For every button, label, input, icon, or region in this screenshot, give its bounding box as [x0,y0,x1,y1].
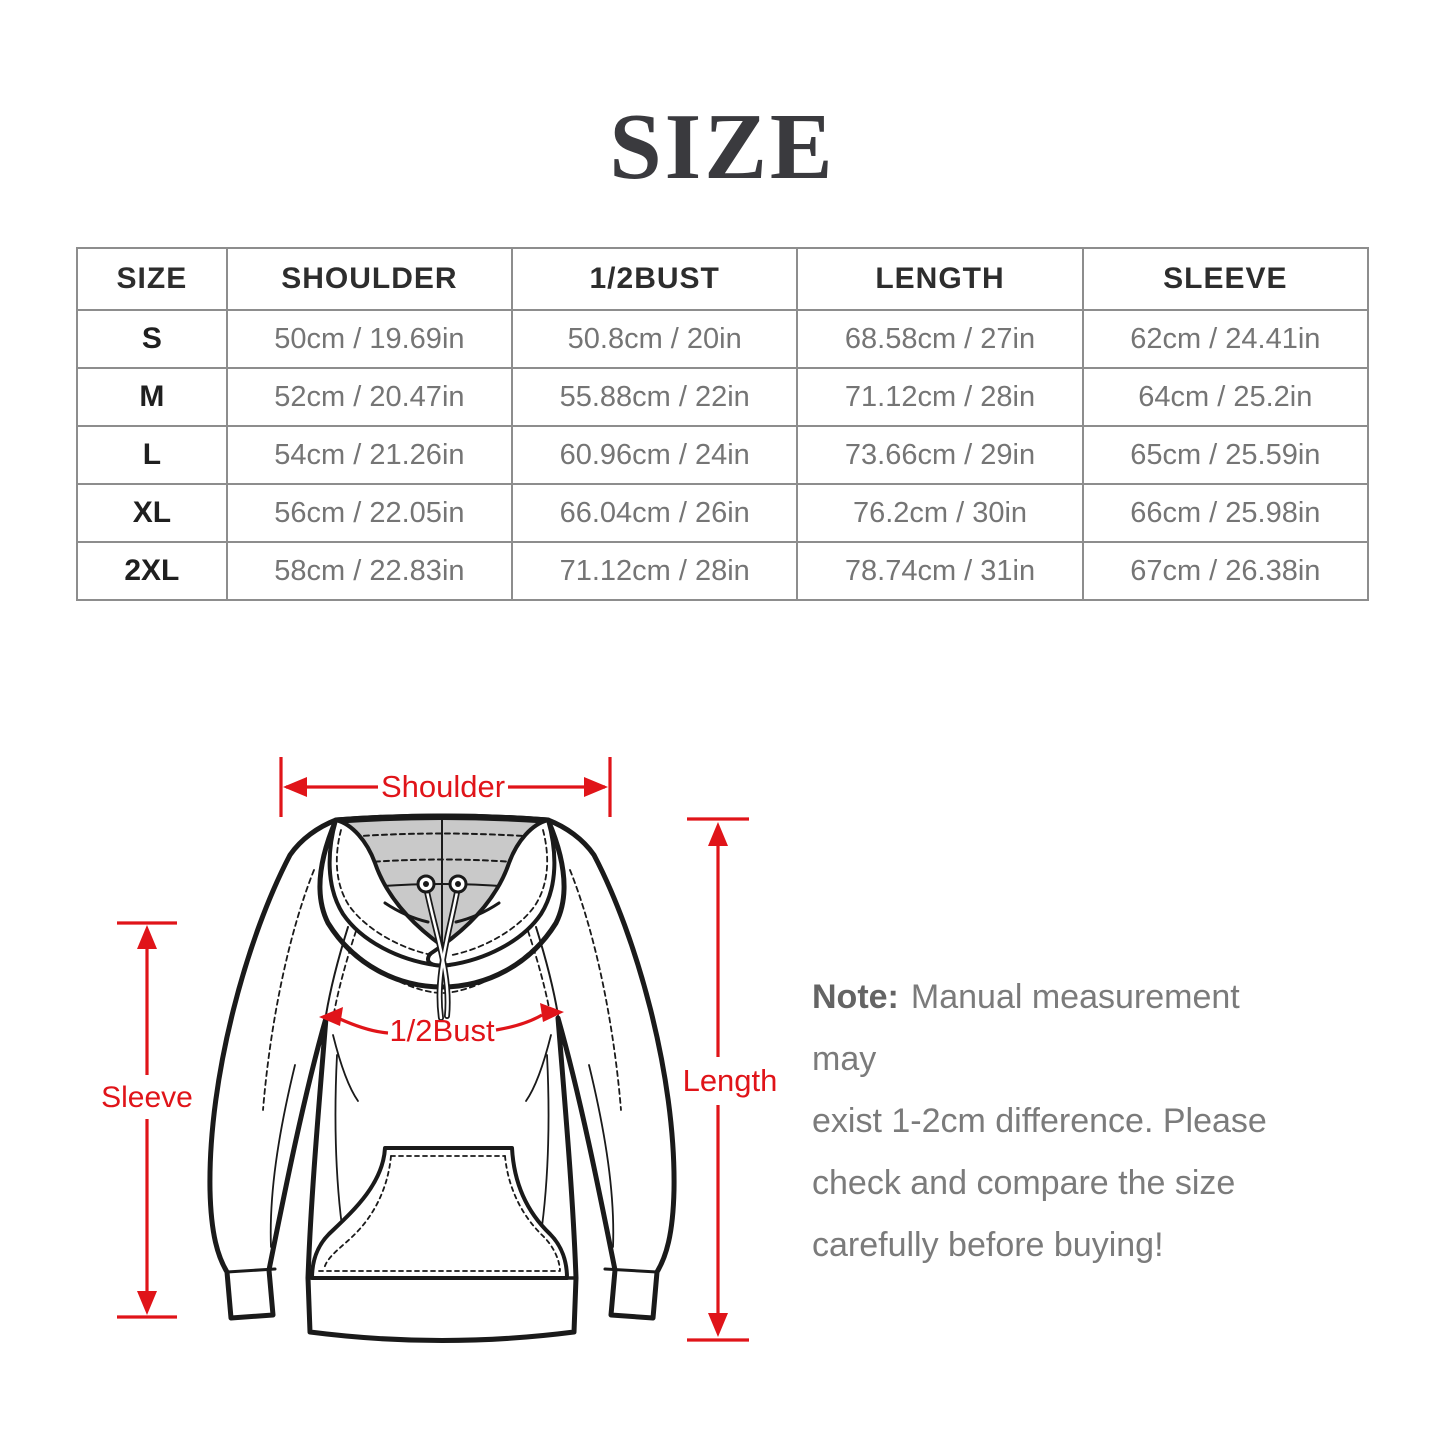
cell-size: S [76,309,228,369]
page-title: SIZE [609,95,836,199]
hood-seam-dashed-2 [356,858,528,864]
shoulder-label: Shoulder [381,769,505,804]
half-bust-label: 1/2Bust [389,1013,495,1048]
table-row: XL 56cm / 22.05in 66.04cm / 26in 76.2cm … [76,483,1370,543]
table-header-row: SIZE SHOULDER 1/2BUST LENGTH SLEEVE [76,247,1370,311]
drawstring-right-core [438,885,460,1020]
note-line: Note: Manual measurement may [812,978,1240,1078]
note-line: check and compare the size [812,1164,1236,1202]
column-header-size: SIZE [76,247,228,311]
cell-sleeve: 65cm / 25.59in [1081,425,1370,485]
cell-sleeve: 62cm / 24.41in [1081,309,1370,369]
column-header-length: LENGTH [796,247,1084,311]
cell-length: 76.2cm / 30in [796,483,1084,543]
cell-shoulder: 54cm / 21.26in [225,425,514,485]
cell-halfbust: 50.8cm / 20in [511,309,799,369]
fold-stitch-right [451,829,549,956]
hood-seam-dashed-1 [345,832,539,838]
pocket-stitch-left [323,1155,392,1271]
sleeve-crease-right-1 [588,1064,615,1248]
cell-sleeve: 64cm / 25.2in [1081,367,1370,427]
length-label: Length [683,1063,778,1098]
hoodie-measurement-diagram: Shoulder Sleeve Length 1/2Bust [90,735,790,1415]
raglan-stitch-left [333,930,357,1014]
table-row: L 54cm / 21.26in 60.96cm / 24in 73.66cm … [76,425,1370,485]
table-row: 2XL 58cm / 22.83in 71.12cm / 28in 78.74c… [76,541,1370,601]
cell-shoulder: 58cm / 22.83in [225,541,514,601]
drawstring-left-core [424,885,449,1018]
measurement-arrows [117,757,749,1342]
fold-stitch-left [335,829,433,956]
hoodie-outline [207,813,677,1343]
raglan-stitch-right [527,930,551,1014]
pocket-stitch-right [504,1155,561,1271]
column-header-shoulder: SHOULDER [225,247,514,311]
armpit-crease-left [332,1034,359,1102]
cell-halfbust: 60.96cm / 24in [511,425,799,485]
raglan-seam-left [325,926,349,1016]
cell-length: 73.66cm / 29in [796,425,1084,485]
eyelet-left-hole [423,881,429,887]
collar-accent-left [383,901,430,924]
raglan-seam-right [535,926,559,1016]
cell-shoulder: 50cm / 19.69in [225,309,514,369]
sleeve-crease-left-1 [269,1064,296,1248]
collar-accent-right [454,901,501,924]
length-arrow [687,817,749,1342]
sleeve-arrow [117,921,177,1319]
size-table: SIZE SHOULDER 1/2BUST LENGTH SLEEVE S 50… [76,247,1370,601]
half-bust-arrow [319,1003,564,1035]
cell-length: 78.74cm / 31in [796,541,1084,601]
cell-size: 2XL [76,541,228,601]
note-label: Note: [812,978,899,1016]
cuff-left-seam [225,1267,277,1274]
cell-sleeve: 67cm / 26.38in [1081,541,1370,601]
armpit-crease-right [525,1034,552,1102]
cell-size: XL [76,483,228,543]
sleeve-stitch-right [569,869,622,1111]
cuff-right-seam [603,1267,659,1274]
column-header-halfbust: 1/2BUST [511,247,799,311]
cell-size: M [76,367,228,427]
cell-length: 71.12cm / 28in [796,367,1084,427]
cell-halfbust: 66.04cm / 26in [511,483,799,543]
collar-bottom-stitch [329,926,555,994]
note-line: carefully before buying! [812,1226,1164,1264]
note-line: exist 1-2cm difference. Please [812,1102,1267,1140]
sleeve-stitch-left [262,869,315,1111]
table-row: M 52cm / 20.47in 55.88cm / 22in 71.12cm … [76,367,1370,427]
cell-sleeve: 66cm / 25.98in [1081,483,1370,543]
measurement-note: Note: Manual measurement may exist 1-2cm … [812,966,1312,1276]
hoodie-illustration: Shoulder Sleeve Length 1/2Bust [101,757,778,1343]
hood-fold-right [426,818,557,968]
cell-halfbust: 55.88cm / 22in [511,367,799,427]
pocket [310,1146,569,1280]
shoulder-arrow [279,757,612,817]
cell-shoulder: 56cm / 22.05in [225,483,514,543]
cell-size: L [76,425,228,485]
cell-halfbust: 71.12cm / 28in [511,541,799,601]
column-header-sleeve: SLEEVE [1081,247,1370,311]
table-row: S 50cm / 19.69in 50.8cm / 20in 68.58cm /… [76,309,1370,369]
cell-shoulder: 52cm / 20.47in [225,367,514,427]
cell-length: 68.58cm / 27in [796,309,1084,369]
sleeve-label: Sleeve [101,1081,193,1114]
eyelet-right-hole [455,881,461,887]
